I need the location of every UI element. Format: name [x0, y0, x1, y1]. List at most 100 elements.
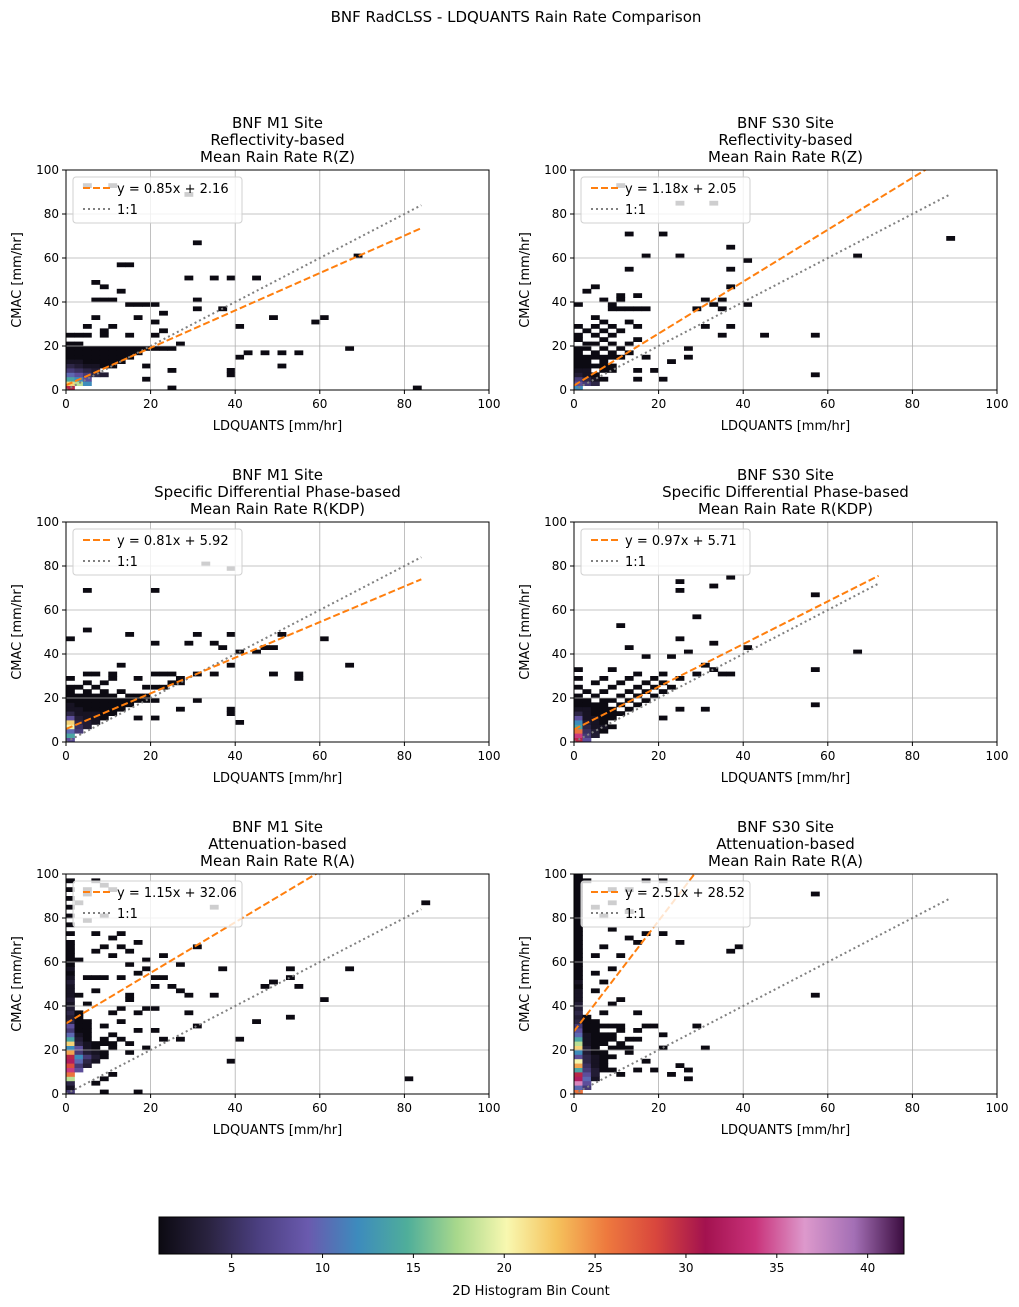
y-axis-label: CMAC [mm/hr]: [10, 936, 25, 1032]
histogram-bin: [82, 975, 92, 980]
legend-one-to-one-label: 1:1: [117, 555, 138, 570]
y-tick-label: 0: [559, 735, 567, 749]
histogram-bin: [574, 1085, 583, 1090]
histogram-bin: [641, 306, 651, 312]
histogram-bin: [82, 680, 92, 686]
histogram-bin: [91, 931, 101, 936]
histogram-bin: [599, 1023, 609, 1029]
histogram-bin: [633, 1010, 643, 1016]
histogram-bin: [582, 1058, 592, 1064]
histogram-bin: [633, 1028, 643, 1033]
histogram-bin: [574, 992, 583, 998]
subplot-title-line: BNF S30 Site: [737, 818, 834, 836]
histogram-bin: [650, 676, 659, 681]
histogram-bin: [150, 671, 160, 677]
y-tick-label: 80: [552, 207, 567, 221]
histogram-bin: [853, 649, 863, 655]
histogram-bin: [99, 1023, 109, 1029]
histogram-bin: [99, 359, 109, 364]
histogram-2d: [574, 574, 863, 742]
histogram-bin: [599, 979, 609, 985]
histogram-bin: [99, 1076, 109, 1082]
histogram-bin: [675, 636, 685, 642]
histogram-bin: [184, 992, 194, 998]
x-tick-label: 40: [736, 749, 751, 763]
histogram-bin: [590, 376, 600, 382]
histogram-bin: [616, 293, 626, 298]
histogram-bin: [66, 970, 75, 976]
histogram-bin: [99, 1089, 109, 1094]
histogram-bin: [574, 896, 583, 901]
histogram-bin: [66, 896, 75, 901]
colorbar-tick-label: 25: [587, 1261, 602, 1275]
histogram-bin: [412, 385, 422, 390]
histogram-bin: [116, 931, 126, 936]
axes-frame: [65, 521, 490, 743]
histogram-bin: [74, 363, 84, 369]
histogram-bin: [285, 975, 295, 980]
x-tick-label: 80: [905, 749, 920, 763]
x-tick-label: 80: [905, 397, 920, 411]
histogram-bin: [74, 728, 84, 734]
histogram-bin: [82, 671, 92, 677]
histogram-bin: [574, 931, 583, 936]
histogram-bin: [574, 891, 583, 897]
histogram-bin: [590, 363, 600, 369]
histogram-bin: [82, 627, 92, 633]
histogram-bin: [133, 1089, 143, 1094]
histogram-bin: [150, 346, 160, 351]
legend-box: [72, 176, 243, 224]
histogram-bin: [574, 887, 583, 892]
histogram-bin: [82, 720, 92, 725]
histogram-bin: [574, 882, 583, 888]
histogram-bin: [574, 337, 583, 342]
histogram-bin: [74, 693, 84, 699]
histogram-bin: [125, 346, 135, 351]
histogram-bin: [692, 671, 702, 677]
histogram-bin: [582, 1036, 592, 1042]
legend-box: [580, 176, 751, 224]
histogram-bin: [66, 1058, 75, 1064]
histogram-bin: [616, 297, 626, 303]
histogram-bin: [218, 645, 228, 650]
histogram-bin: [574, 350, 583, 356]
histogram-bin: [285, 1014, 295, 1020]
x-tick-label: 80: [397, 749, 412, 763]
histogram-bin: [91, 363, 101, 369]
histogram-bin: [810, 372, 820, 378]
histogram-bin: [66, 1041, 75, 1046]
histogram-bin: [743, 645, 753, 650]
histogram-bin: [74, 957, 84, 963]
histogram-bin: [582, 359, 592, 364]
histogram-bin: [82, 724, 92, 730]
histogram-bin: [150, 332, 160, 338]
histogram-bin: [641, 689, 651, 694]
histogram-bin: [590, 350, 600, 356]
histogram-bin: [574, 970, 583, 976]
histogram-bin: [66, 1001, 75, 1007]
histogram-bin: [709, 302, 719, 307]
histogram-bin: [574, 354, 583, 360]
histogram-bin: [607, 354, 617, 360]
histogram-bin: [810, 891, 820, 897]
histogram-bin: [574, 926, 583, 932]
histogram-bin: [574, 346, 583, 351]
histogram-bin: [91, 350, 101, 356]
histogram-bin: [99, 689, 109, 694]
one-to-one-line: [574, 582, 880, 742]
histogram-bin: [590, 1063, 600, 1068]
histogram-bin: [192, 1023, 202, 1029]
histogram-bin: [810, 992, 820, 998]
histogram-bin: [66, 376, 75, 382]
histogram-bin: [66, 1032, 75, 1038]
histogram-bin: [175, 988, 185, 994]
histogram-bin: [590, 1058, 600, 1064]
histogram-bin: [142, 302, 151, 307]
histogram-bin: [99, 1050, 109, 1055]
histogram-bin: [582, 702, 592, 708]
histogram-bin: [142, 693, 151, 699]
histogram-bin: [700, 706, 710, 712]
x-tick-label: 100: [478, 1101, 501, 1115]
histogram-bin: [74, 706, 84, 712]
y-tick-label: 40: [44, 647, 59, 661]
